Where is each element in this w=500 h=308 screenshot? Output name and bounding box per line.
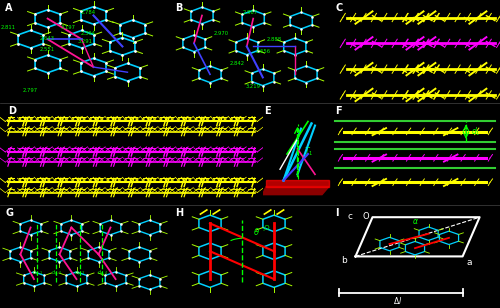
Text: 2.656: 2.656 [255,49,270,54]
Text: 2.784: 2.784 [81,10,96,15]
Text: I: I [335,208,338,218]
Text: 2.797: 2.797 [23,88,38,93]
Text: $d_{p,4}$: $d_{p,4}$ [96,269,108,279]
Text: $\alpha$: $\alpha$ [412,217,418,226]
Text: 2.867: 2.867 [242,10,258,15]
Text: 2.551: 2.551 [40,47,55,52]
Text: $d_{p,3}$: $d_{p,3}$ [74,269,86,279]
Text: G: G [5,208,13,218]
Text: 2.970: 2.970 [214,30,229,35]
Text: D: D [8,106,16,116]
Polygon shape [262,187,329,195]
Text: $T_1$: $T_1$ [304,146,314,158]
Text: $d_1$: $d_1$ [471,125,481,138]
Text: C: C [335,3,342,13]
Text: H: H [175,208,183,218]
Text: 2.643: 2.643 [40,36,55,41]
Text: $\Delta l$: $\Delta l$ [394,295,402,306]
Text: a: a [466,258,472,267]
Text: $d_{p,2}$: $d_{p,2}$ [50,269,62,279]
Text: E: E [264,106,271,116]
Text: O: O [362,212,369,221]
Text: 2.888: 2.888 [266,37,281,42]
Text: 2.842: 2.842 [230,62,245,67]
Text: b: b [340,256,346,265]
Text: c: c [348,212,353,221]
Text: ,O: ,O [263,225,270,230]
Polygon shape [266,180,329,187]
Text: F: F [335,106,342,116]
Text: $\theta$: $\theta$ [253,226,260,237]
Text: 3.197: 3.197 [60,25,76,30]
Text: 2.394: 2.394 [81,30,96,35]
Text: A: A [5,3,12,13]
Text: 2.811: 2.811 [1,25,16,30]
Text: 3.219: 3.219 [246,84,260,89]
Text: 3.291: 3.291 [78,39,92,44]
Text: B: B [175,3,182,13]
Text: $d_{p,1}$: $d_{p,1}$ [32,269,43,279]
